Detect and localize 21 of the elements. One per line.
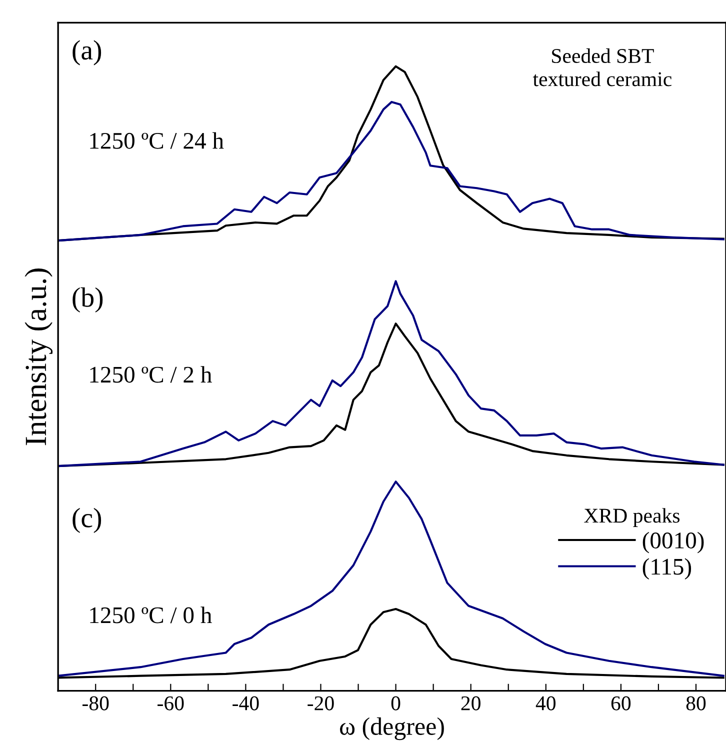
annotation: Seeded SBT textured ceramic	[532, 48, 672, 86]
x-tick-label: -60	[158, 696, 184, 710]
text: (a)	[72, 40, 102, 66]
legend-label: (0010)	[642, 532, 704, 554]
annotation: 1250 ºC / 2 h	[90, 366, 212, 383]
annotation: (b)	[72, 287, 103, 313]
annotation: 1250 ºC / 24 h	[90, 132, 224, 149]
x-tick-label: 60	[611, 696, 631, 710]
x-tick-label: -40	[232, 696, 259, 710]
annotation: (c)	[72, 508, 102, 534]
x-tick-label: -20	[308, 696, 334, 710]
x-tick-label: 40	[536, 696, 556, 710]
x-tick-label: 20	[461, 696, 480, 710]
legend-label: (115)	[642, 558, 692, 580]
annotation: 1250 ºC / 0 h	[90, 606, 212, 624]
x-axis-title: ω (degree)	[340, 717, 444, 740]
y-axis-title: Intensity (a.u.)	[24, 268, 53, 446]
legend-title: XRD peaks	[584, 508, 680, 527]
x-tick-label: 0	[391, 696, 400, 710]
x-tick-label: -80	[82, 696, 109, 710]
x-tick-label: 80	[686, 696, 706, 710]
